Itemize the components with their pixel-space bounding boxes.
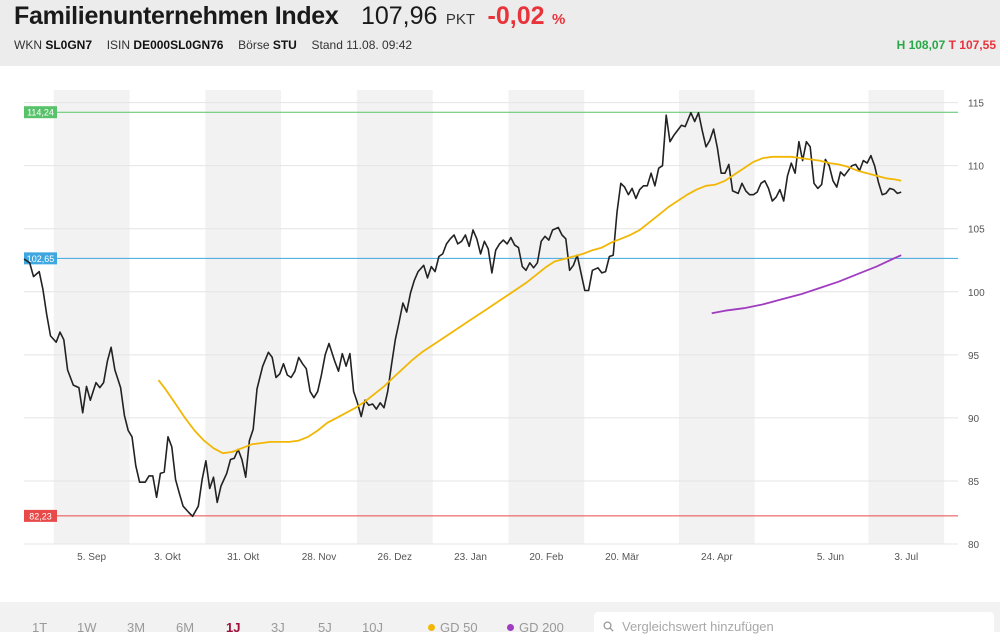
toggle-gd200[interactable]: GD 200 [507,620,564,635]
reference-badge [24,509,57,522]
month-stripe [53,90,130,544]
reference-label: 114,24 [27,108,54,118]
quote-header: Familienunternehmen Index 107,96 PKT -0,… [0,0,1000,66]
period-1t[interactable]: 1T [32,620,48,635]
y-tick-label: 95 [968,351,980,362]
reference-label: 102,65 [27,254,55,264]
series-line-gd-50 [157,155,902,455]
reference-label: 82,23 [29,511,52,521]
day-high: H 108,07 [896,38,946,52]
toggle-gd50[interactable]: GD 50 [428,620,478,635]
search-icon [603,621,614,632]
period-1j[interactable]: 1J [226,620,241,635]
change-value: -0,02 [487,2,545,30]
y-tick-label: 100 [968,288,985,299]
x-tick-label: 5. Jun [817,552,844,563]
month-stripe [356,90,433,544]
change-unit: % [551,11,566,28]
high-low: H 108,07 T 107,55 [897,38,996,52]
gd50-label: GD 50 [440,620,478,635]
meta-row: WKN SL0GN7 ISIN DE000SL0GN76 Börse STU S… [14,38,412,52]
period-5j[interactable]: 5J [318,620,332,635]
compare-input[interactable] [620,618,984,635]
x-tick-label: 20. Feb [529,552,563,563]
reference-badge [24,252,57,265]
month-stripe [868,90,945,544]
x-tick-label: 3. Jul [894,552,918,563]
isin-value: DE000SL0GN76 [133,38,224,52]
gd200-label: GD 200 [519,620,564,635]
price-unit: PKT [445,11,476,28]
x-tick-label: 26. Dez [378,552,412,563]
y-tick-label: 110 [968,162,984,173]
x-tick-label: 24. Apr [701,552,733,563]
wkn-value: SL0GN7 [45,38,93,52]
x-tick-label: 23. Jan [454,552,487,563]
wkn-label: WKN [14,38,42,52]
isin-label: ISIN [106,38,131,52]
period-1w[interactable]: 1W [77,620,97,635]
x-tick-label: 3. Okt [154,552,181,563]
x-tick-label: 20. Mär [605,552,640,563]
chart-controls: 1T 1W 3M 6M 1J 3J 5J 10J GD 50 GD 200 [0,602,1000,638]
compare-search[interactable] [594,612,994,638]
period-3j[interactable]: 3J [271,620,285,635]
boerse-value: STU [272,38,297,52]
month-stripe [678,90,755,544]
price-chart[interactable]: 80 85 90 95 100 105 110 115 5. Sep 3. Okt 31. Okt 2… [0,66,1000,602]
y-tick-label: 105 [968,225,985,236]
period-3m[interactable]: 3M [127,620,146,635]
y-tick-label: 85 [968,477,980,488]
series-line-familienunternehmen-index [23,111,902,518]
period-10j[interactable]: 10J [362,620,383,635]
index-name: Familienunternehmen Index [14,2,339,30]
day-low: T 107,55 [948,38,996,52]
boerse-label: Börse [238,38,270,52]
stand-timestamp: Stand 11.08. 09:42 [311,38,413,52]
period-6m[interactable]: 6M [176,620,195,635]
gd200-dot-icon [507,624,514,631]
y-tick-label: 90 [968,414,980,425]
y-tick-label: 115 [968,99,984,110]
month-stripe [508,90,585,544]
title-row: Familienunternehmen Index 107,96 PKT -0,… [14,2,565,31]
x-tick-label: 31. Okt [227,552,259,563]
gd50-dot-icon [428,624,435,631]
price-value: 107,96 [360,2,438,30]
month-stripe [205,90,282,544]
reference-badge [24,106,57,119]
y-tick-label: 80 [968,540,980,551]
x-tick-label: 28. Nov [302,552,336,563]
series-line-gd-200 [711,254,902,315]
x-tick-label: 5. Sep [77,552,106,563]
